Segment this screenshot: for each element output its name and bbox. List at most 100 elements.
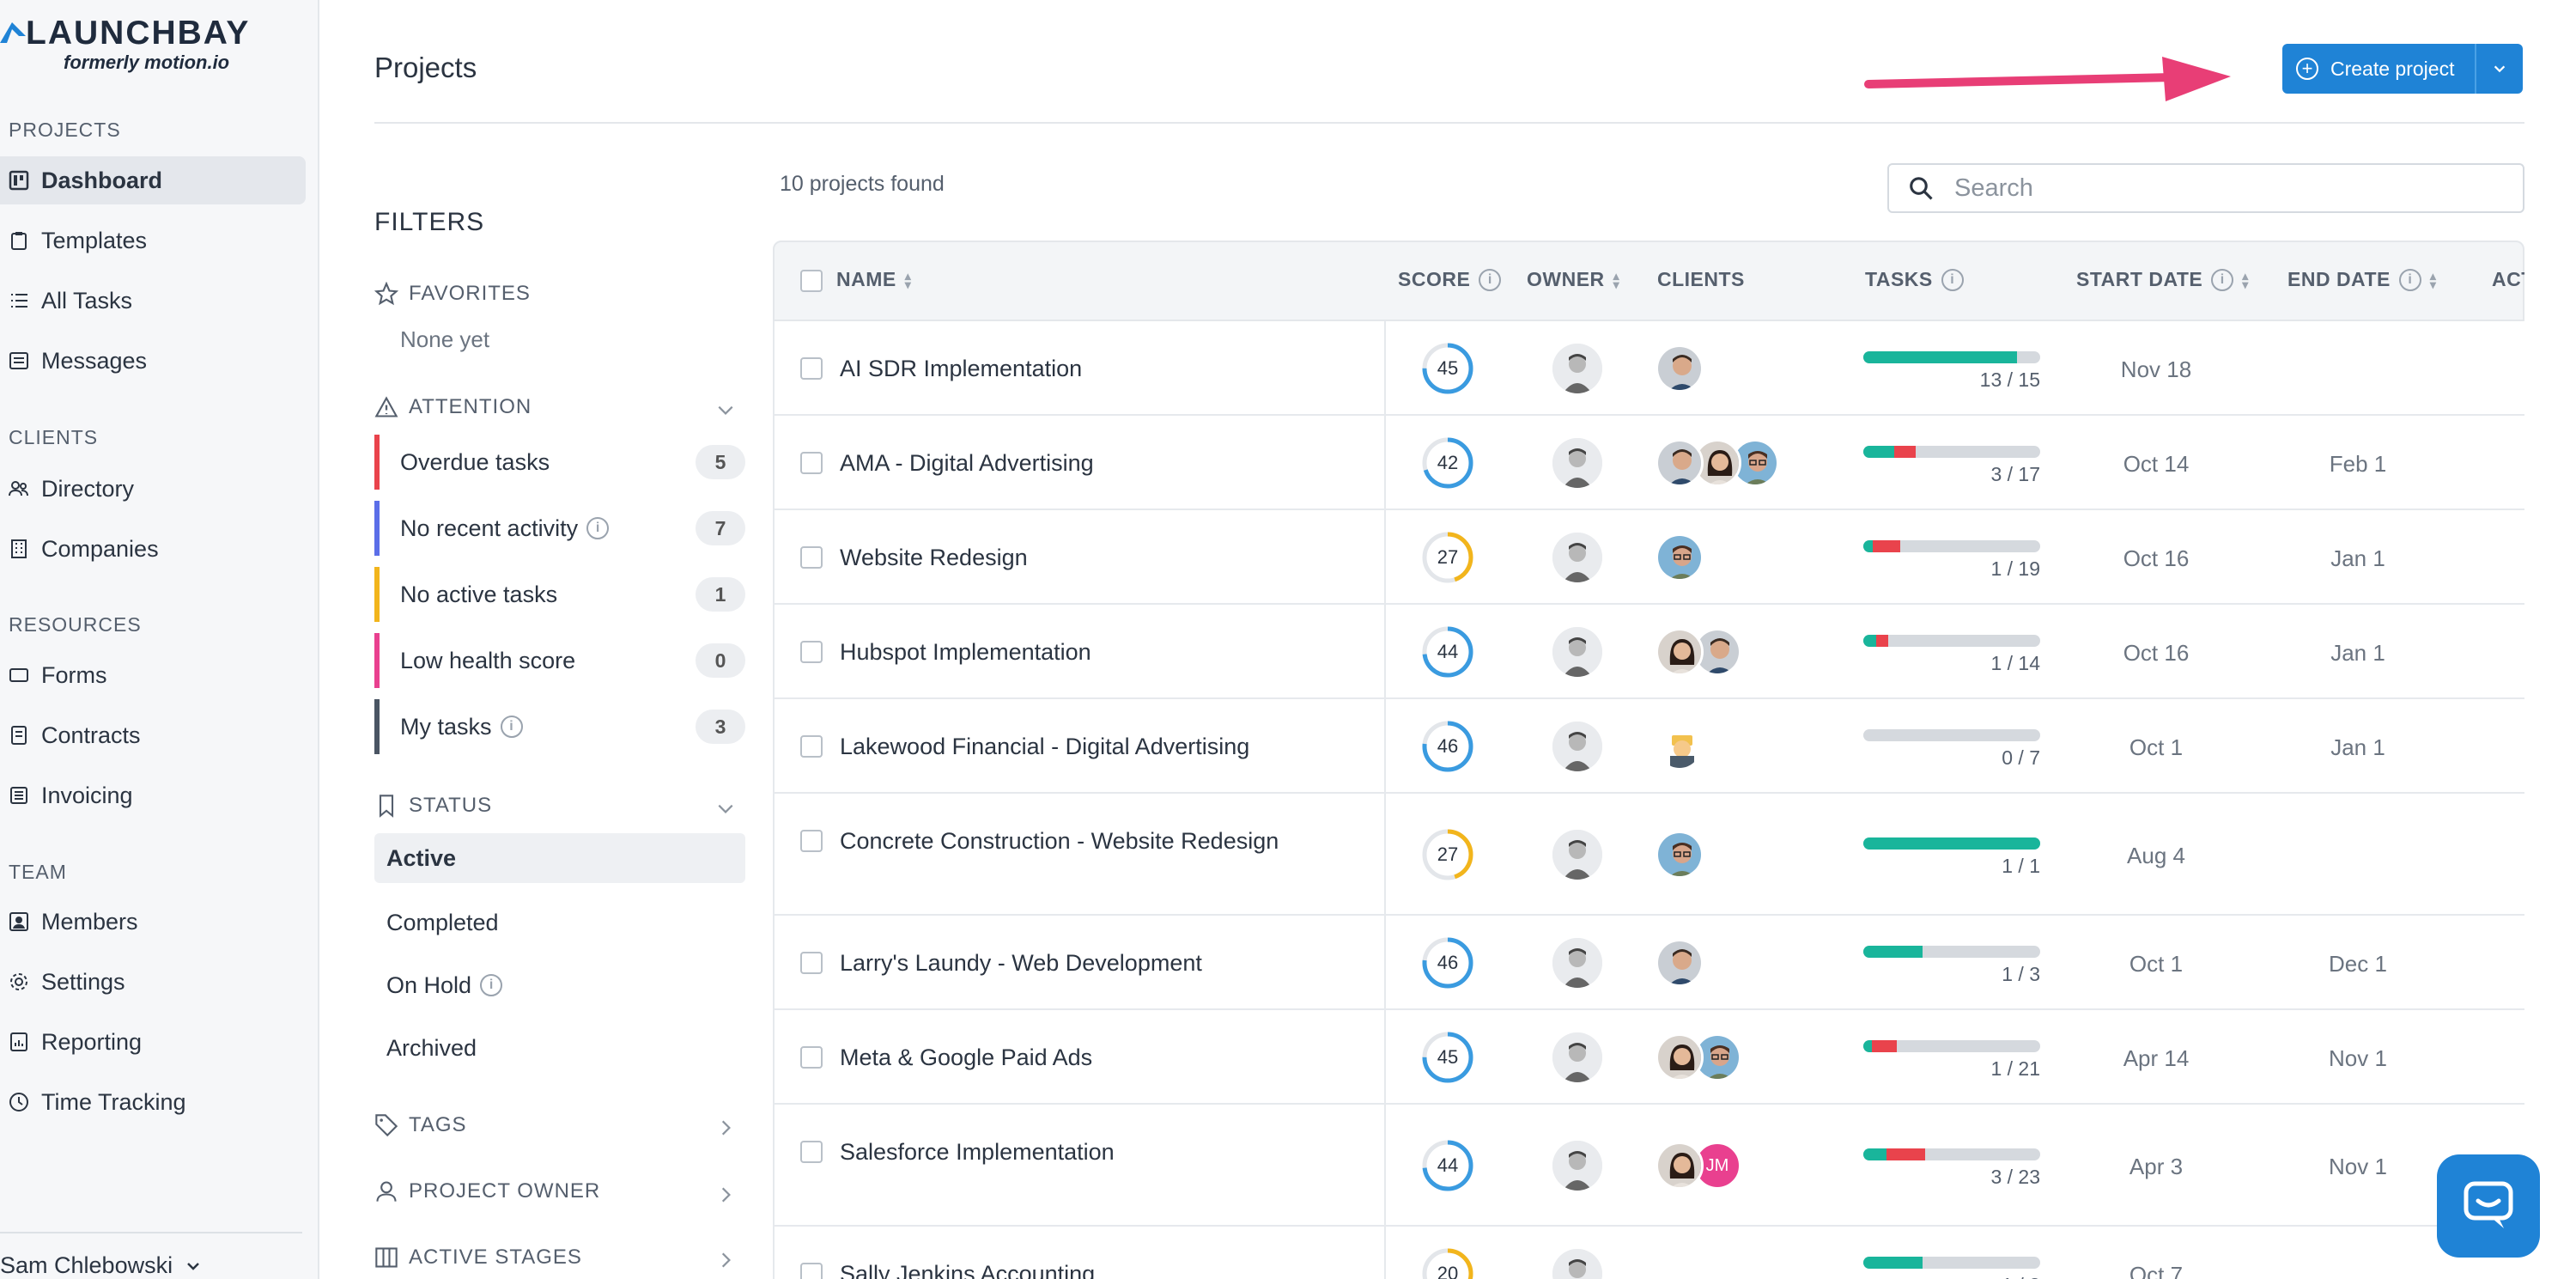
table-row[interactable]: [773, 1010, 2524, 1105]
create-project-dropdown-button[interactable]: [2475, 44, 2523, 94]
owner-avatar[interactable]: [1552, 722, 1602, 771]
user-menu[interactable]: Sam Chlebowski: [0, 1252, 202, 1279]
client-avatar[interactable]: [1656, 1142, 1704, 1190]
info-icon[interactable]: i: [500, 716, 523, 738]
row-checkbox[interactable]: [800, 1046, 823, 1069]
owner-avatar[interactable]: [1552, 1141, 1602, 1191]
nav-directory[interactable]: Directory: [0, 465, 306, 513]
status-filter-item[interactable]: Active: [374, 833, 745, 883]
project-name-link[interactable]: Website Redesign: [840, 545, 1028, 570]
project-name-link[interactable]: Salesforce Implementation: [840, 1139, 1115, 1165]
info-icon[interactable]: i: [2398, 268, 2421, 291]
project-owner-header[interactable]: PROJECT OWNER: [374, 1179, 600, 1203]
table-row[interactable]: [773, 605, 2524, 699]
status-filter-item[interactable]: Completed: [374, 898, 745, 947]
nav-contracts[interactable]: Contracts: [0, 711, 306, 759]
client-avatar[interactable]: [1656, 533, 1704, 582]
status-filter-item[interactable]: Archived: [374, 1023, 745, 1073]
row-checkbox[interactable]: [800, 735, 823, 758]
info-icon[interactable]: i: [1941, 268, 1964, 291]
client-avatar[interactable]: [1693, 439, 1741, 487]
nav-settings[interactable]: Settings: [0, 958, 306, 1006]
create-project-button[interactable]: + Create project: [2282, 44, 2482, 94]
table-row[interactable]: [773, 916, 2524, 1010]
project-name-link[interactable]: Lakewood Financial - Digital Advertising: [840, 734, 1250, 759]
nav-time-tracking[interactable]: Time Tracking: [0, 1078, 306, 1126]
status-header[interactable]: STATUS: [374, 794, 492, 818]
owner-avatar[interactable]: [1552, 1249, 1602, 1279]
info-icon[interactable]: i: [480, 974, 503, 996]
table-row[interactable]: [773, 510, 2524, 605]
client-avatar[interactable]: [1693, 628, 1741, 676]
project-name-link[interactable]: AMA - Digital Advertising: [840, 450, 1094, 476]
project-name-link[interactable]: Sally Jenkins Accounting: [840, 1261, 1096, 1279]
table-row[interactable]: [773, 699, 2524, 794]
tags-header[interactable]: TAGS: [374, 1113, 467, 1137]
attention-filter-item[interactable]: Low health score 0: [374, 633, 745, 688]
column-start-date[interactable]: START DATE i ▴ ▾: [2076, 268, 2249, 291]
client-avatar[interactable]: [1656, 831, 1704, 879]
select-all-checkbox[interactable]: [800, 270, 823, 292]
table-row[interactable]: [773, 794, 2524, 916]
info-icon[interactable]: i: [586, 517, 610, 539]
row-checkbox[interactable]: [800, 1141, 823, 1163]
info-icon[interactable]: i: [2211, 268, 2234, 291]
table-row[interactable]: [773, 1227, 2524, 1279]
attention-header[interactable]: ATTENTION: [374, 395, 532, 419]
chevron-right-icon[interactable]: [716, 1185, 735, 1204]
project-name-link[interactable]: Hubspot Implementation: [840, 639, 1091, 665]
nav-all-tasks[interactable]: All Tasks: [0, 277, 306, 325]
status-filter-item[interactable]: On Hold i: [374, 960, 745, 1010]
project-name-link[interactable]: Concrete Construction - Website Redesign: [840, 828, 1279, 854]
client-avatar[interactable]: [1656, 722, 1704, 770]
row-checkbox[interactable]: [800, 357, 823, 380]
client-avatar[interactable]: [1656, 1033, 1704, 1081]
nav-reporting[interactable]: Reporting: [0, 1018, 306, 1066]
owner-avatar[interactable]: [1552, 344, 1602, 393]
client-avatar[interactable]: [1656, 628, 1704, 676]
project-name-link[interactable]: Larry's Laundy - Web Development: [840, 950, 1202, 976]
column-name[interactable]: NAME ▴ ▾: [836, 268, 911, 291]
active-stages-header[interactable]: ACTIVE STAGES: [374, 1246, 582, 1270]
owner-avatar[interactable]: [1552, 627, 1602, 677]
attention-filter-item[interactable]: My tasks i 3: [374, 699, 745, 754]
table-row[interactable]: [773, 416, 2524, 510]
nav-forms[interactable]: Forms: [0, 651, 306, 699]
project-name-link[interactable]: AI SDR Implementation: [840, 356, 1083, 381]
row-checkbox[interactable]: [800, 952, 823, 974]
help-chat-button[interactable]: [2437, 1154, 2540, 1258]
row-checkbox[interactable]: [800, 830, 823, 852]
owner-avatar[interactable]: [1552, 938, 1602, 988]
project-name-link[interactable]: Meta & Google Paid Ads: [840, 1045, 1093, 1070]
row-checkbox[interactable]: [800, 1263, 823, 1279]
search-input[interactable]: Search: [1887, 163, 2524, 213]
column-owner[interactable]: OWNER ▴ ▾: [1527, 268, 1619, 291]
owner-avatar[interactable]: [1552, 533, 1602, 582]
attention-filter-item[interactable]: No recent activity i 7: [374, 501, 745, 556]
column-end-date[interactable]: END DATE i ▴ ▾: [2287, 268, 2436, 291]
client-avatar[interactable]: [1656, 939, 1704, 987]
table-row[interactable]: [773, 321, 2524, 416]
owner-avatar[interactable]: [1552, 438, 1602, 488]
attention-filter-item[interactable]: No active tasks 1: [374, 567, 745, 622]
chevron-down-icon[interactable]: [716, 400, 735, 419]
client-avatar[interactable]: [1656, 439, 1704, 487]
client-avatar[interactable]: [1656, 344, 1704, 393]
row-checkbox[interactable]: [800, 546, 823, 569]
attention-filter-item[interactable]: Overdue tasks 5: [374, 435, 745, 490]
chevron-right-icon[interactable]: [716, 1118, 735, 1137]
chevron-down-icon[interactable]: [716, 799, 735, 818]
nav-members[interactable]: Members: [0, 898, 306, 946]
nav-dashboard[interactable]: Dashboard: [0, 156, 306, 204]
nav-invoicing[interactable]: Invoicing: [0, 771, 306, 819]
owner-avatar[interactable]: [1552, 1032, 1602, 1082]
nav-companies[interactable]: Companies: [0, 525, 306, 573]
owner-avatar[interactable]: [1552, 830, 1602, 880]
nav-templates[interactable]: Templates: [0, 216, 306, 265]
info-icon[interactable]: i: [1479, 268, 1502, 291]
table-row[interactable]: [773, 1105, 2524, 1227]
row-checkbox[interactable]: [800, 641, 823, 663]
chevron-right-icon[interactable]: [716, 1251, 735, 1270]
nav-messages[interactable]: Messages: [0, 337, 306, 385]
row-checkbox[interactable]: [800, 452, 823, 474]
